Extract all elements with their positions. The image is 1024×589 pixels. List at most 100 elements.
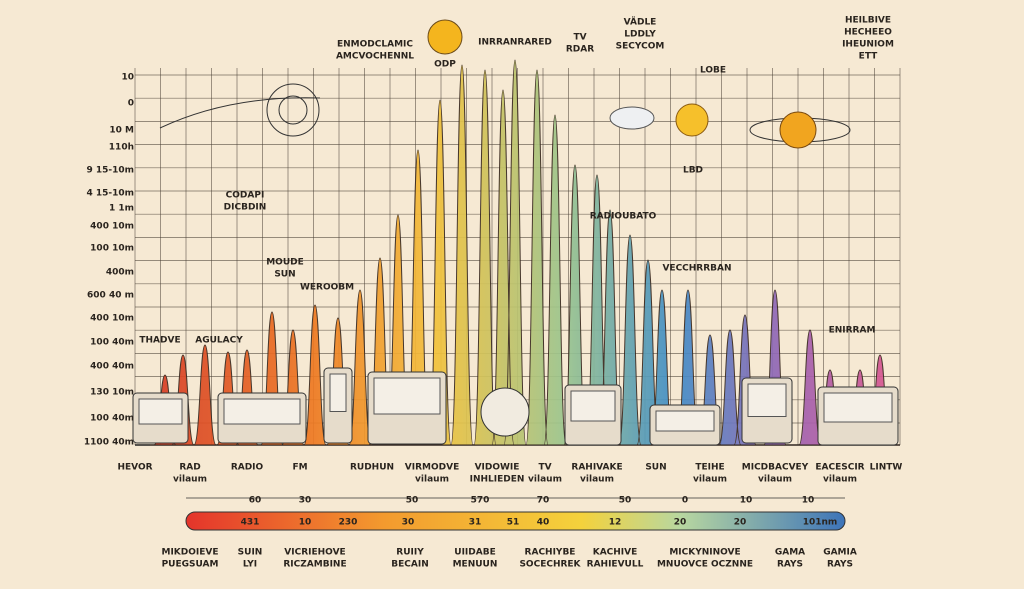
left-axis-label: 600 40 m [87, 291, 134, 301]
category-labels: TV [538, 463, 551, 473]
top-labels: ODP [434, 60, 456, 70]
left-axis-label: 400 10m [90, 222, 134, 232]
device-screen [823, 392, 893, 423]
category-labels: HEVOR [117, 463, 152, 473]
left-axis-label: 100 40m [90, 338, 134, 348]
mid-labels: RADIOUBATO [590, 212, 657, 222]
category-labels: SUN [645, 463, 666, 473]
devices [132, 367, 899, 446]
clock-icon [480, 387, 530, 437]
mid-labels: THADVE [139, 336, 180, 346]
left-axis-label: 130 10m [90, 388, 134, 398]
left-axis-label: 110h [109, 143, 134, 153]
scale-bar-number: 20 [674, 518, 687, 528]
scale-bar-number: 230 [339, 518, 358, 528]
scale-top-number: 10 [740, 496, 753, 506]
bottom-labels: GAMIA [823, 548, 857, 558]
scale-top-number: 60 [249, 496, 262, 506]
bottom-labels: KACHIVE [593, 548, 638, 558]
category-labels: LINTW [870, 463, 903, 473]
labels: ENMODCLAMIC AMCVOCHENNL INRRANRARED TV RDAR V… [84, 16, 903, 570]
mid-labels: AGULACY [195, 336, 243, 346]
sun-icon [427, 19, 463, 55]
spectrum-peaks [150, 59, 900, 446]
scale-bar-number: 12 [609, 518, 622, 528]
scale-top-number: 30 [299, 496, 312, 506]
mid-labels: WEROOBM [300, 283, 354, 293]
bottom-labels: VICRIEHOVE [284, 548, 345, 558]
category-labels: vilaum [758, 475, 792, 485]
top-labels: INRRANRARED [478, 38, 552, 48]
device-screen [570, 390, 616, 422]
category-labels: RAD [179, 463, 200, 473]
left-axis-label: 400 10m [90, 314, 134, 324]
planet-icon [779, 111, 817, 149]
scale-bar-number: 101nm [803, 518, 838, 528]
left-axis-label: 400m [106, 268, 134, 278]
category-labels: VIRMODVE [405, 463, 459, 473]
bottom-labels: GAMA [775, 548, 805, 558]
bottom-labels: SOCECHREK [519, 560, 581, 570]
category-labels: vilaum [580, 475, 614, 485]
category-labels: vilaum [528, 475, 562, 485]
left-axis-label: 4 15-10m [86, 189, 134, 199]
top-labels: HEILBIVE [845, 16, 891, 26]
category-labels: EACESCIR [815, 463, 864, 473]
scale-bar-number: 30 [402, 518, 415, 528]
left-axis-label: 100 40m [90, 414, 134, 424]
category-labels: RADIO [231, 463, 264, 473]
mid-labels: DICBDIN [224, 203, 267, 213]
sun-icon [675, 103, 709, 137]
bottom-labels: RAYS [777, 560, 803, 570]
mid-labels: CODAPI [226, 191, 265, 201]
bottom-labels: MIKDOIEVE [161, 548, 218, 558]
device-screen [329, 373, 347, 412]
scale-top-number: 10 [802, 496, 815, 506]
category-labels: vilaum [693, 475, 727, 485]
left-axis-label: 9 15-10m [86, 166, 134, 176]
top-labels: LBD [683, 166, 703, 176]
category-labels: vilaum [415, 475, 449, 485]
bottom-labels: UIIDABE [454, 548, 495, 558]
category-labels: INHLIEDEN [470, 475, 525, 485]
top-labels: VÄDLE [624, 17, 657, 28]
scale-top-number: 70 [537, 496, 550, 506]
scale-bar-number: 10 [299, 518, 312, 528]
left-axis-label: 1 1m [109, 204, 134, 214]
category-labels: VIDOWIE [475, 463, 520, 473]
bottom-labels: RACHIYBE [525, 548, 576, 558]
bottom-labels: BECAIN [391, 560, 428, 570]
device-screen [655, 410, 715, 432]
scale-bar-number: 40 [537, 518, 550, 528]
top-labels: ETT [859, 52, 878, 62]
bottom-labels: MICKYNINOVE [669, 548, 740, 558]
category-labels: FM [292, 463, 307, 473]
left-axis-label: 10 M [109, 126, 134, 136]
left-axis-label: 0 [128, 99, 134, 109]
top-labels: RDAR [566, 45, 594, 55]
scale-top-number: 0 [682, 496, 688, 506]
left-axis-label: 1100 40m [84, 438, 134, 448]
bottom-labels: LYI [243, 560, 257, 570]
scale-top-number: 50 [406, 496, 419, 506]
scale-top-number: 50 [619, 496, 632, 506]
wave-icon [278, 95, 308, 125]
category-labels: vilaum [173, 475, 207, 485]
scale-bar-number: 31 [469, 518, 482, 528]
category-labels: TEIHE [695, 463, 724, 473]
bottom-labels: MENUUN [453, 560, 498, 570]
device-screen [223, 398, 301, 425]
bottom-labels: RICZAMBINE [283, 560, 346, 570]
top-labels: LDDLY [624, 30, 656, 40]
scale-bar-number: 431 [241, 518, 260, 528]
top-labels: HECHEEO [844, 28, 892, 38]
top-labels: IHEUNIOM [842, 40, 894, 50]
top-labels: ENMODCLAMIC [337, 40, 413, 50]
mid-labels: MOUDE [266, 258, 304, 268]
bottom-labels: MNUOVCE OCZNNE [657, 560, 753, 570]
category-labels: MICDBACVEY [742, 463, 809, 473]
left-axis-label: 100 10m [90, 244, 134, 254]
top-labels: SECYCOM [616, 42, 665, 52]
bottom-labels: PUEGSUAM [162, 560, 219, 570]
